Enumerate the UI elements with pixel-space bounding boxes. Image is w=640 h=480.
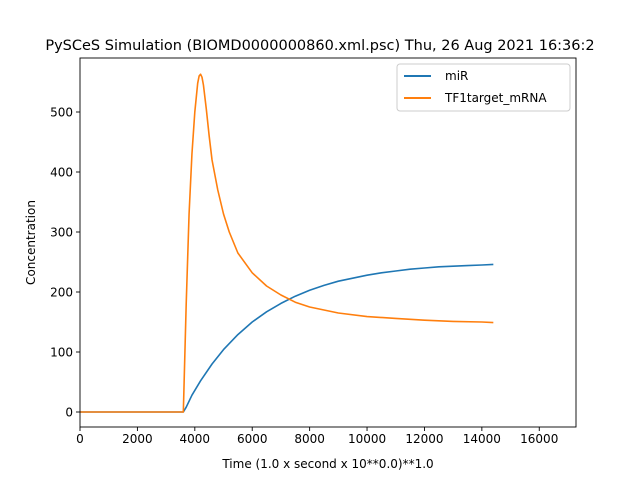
y-tick-label: 0 <box>65 406 73 420</box>
x-tick-label: 6000 <box>237 432 268 446</box>
x-tick-label: 14000 <box>463 432 501 446</box>
chart-title: PySCeS Simulation (BIOMD0000000860.xml.p… <box>45 38 594 54</box>
legend: miR TF1target_mRNA <box>396 63 571 112</box>
x-tick-label: 12000 <box>405 432 443 446</box>
y-tick-label: 300 <box>50 226 73 240</box>
x-axis-label: Time (1.0 x second x 10**0.0)**1.0 <box>221 457 433 471</box>
legend-label-mir: miR <box>445 69 468 83</box>
x-axis: 0 2000 4000 6000 8000 10000 12000 14000 16000 <box>76 427 558 446</box>
series-line-tf1target-mrna <box>80 73 494 413</box>
y-tick-label: 400 <box>50 166 73 180</box>
y-axis: 0 100 200 300 400 500 <box>50 106 80 420</box>
y-tick-label: 500 <box>50 106 73 120</box>
legend-box <box>396 63 571 112</box>
y-axis-label: Concentration <box>24 200 38 285</box>
series-layer <box>80 73 494 413</box>
plot-frame <box>79 57 577 428</box>
x-tick-label: 2000 <box>122 432 153 446</box>
series-line-mir <box>80 263 494 413</box>
y-tick-label: 200 <box>50 286 73 300</box>
legend-label-tf1target-mrna: TF1target_mRNA <box>444 91 547 105</box>
x-tick-label: 10000 <box>348 432 386 446</box>
x-tick-label: 0 <box>76 432 84 446</box>
x-tick-label: 8000 <box>294 432 325 446</box>
x-tick-label: 16000 <box>520 432 558 446</box>
y-tick-label: 100 <box>50 346 73 360</box>
x-tick-label: 4000 <box>180 432 211 446</box>
